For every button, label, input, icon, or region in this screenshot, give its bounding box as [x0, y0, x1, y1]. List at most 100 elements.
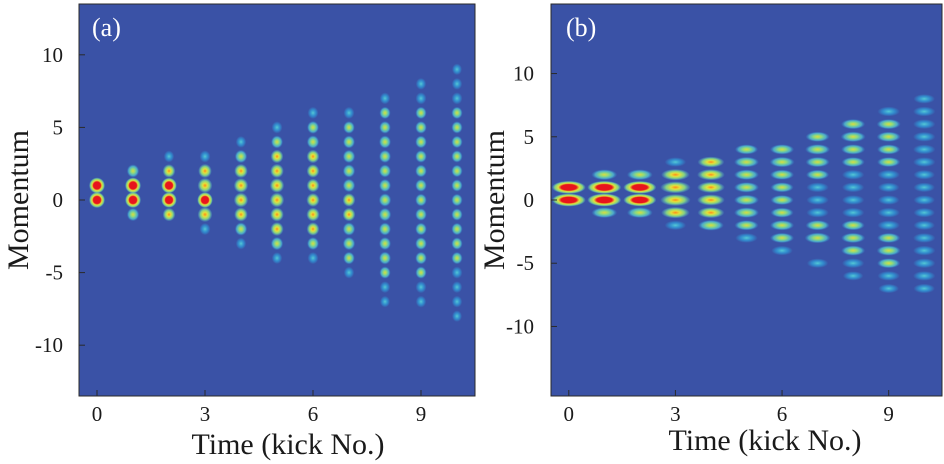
peak-a-t5-m0 — [269, 192, 285, 208]
peak-a-t4-m3 — [234, 149, 248, 164]
peak-a-t1-m-1 — [126, 207, 140, 222]
x-axis-a: 0 3 6 9 — [92, 390, 426, 426]
peak-a-t5-m5 — [271, 121, 283, 134]
peaks-a — [89, 63, 463, 322]
peak-a-t10-m-5 — [451, 266, 463, 279]
peak-b-t9-m7 — [877, 106, 900, 117]
peak-a-t8-m-1 — [378, 207, 392, 222]
peak-b-t6-m-2 — [769, 220, 795, 231]
peak-a-t8-m5 — [379, 121, 391, 134]
peak-a-t9-m4 — [415, 135, 427, 149]
peak-a-t8-m-6 — [379, 281, 391, 294]
peak-b-t6-m-1 — [770, 207, 794, 218]
y-tick-label-b--10: -10 — [506, 314, 534, 338]
peak-b-t10-m0 — [913, 195, 935, 205]
y-tick-label-a--10: -10 — [35, 333, 63, 357]
peak-a-t8-m2 — [379, 164, 391, 178]
peak-a-t9-m8 — [415, 77, 427, 90]
peak-b-t6-m4 — [769, 144, 795, 155]
peak-b-t5-m0 — [734, 194, 759, 206]
peak-a-t4-m4 — [235, 136, 247, 148]
peak-b-t7-m-1 — [806, 207, 829, 218]
peak-b-t8-m-5 — [841, 258, 865, 269]
peak-a-t7-m4 — [343, 135, 355, 149]
peak-b-t10-m-5 — [913, 258, 936, 269]
peak-b-t8-m6 — [841, 119, 866, 130]
peak-b-t4-m3 — [697, 156, 725, 168]
peak-a-t0-m0 — [89, 192, 105, 208]
peak-a-t4-m1 — [233, 178, 249, 193]
x-tick-label-a-0: 0 — [92, 402, 103, 426]
peak-b-t10-m-4 — [913, 245, 936, 256]
y-tick-label-a--5: -5 — [46, 261, 64, 285]
peak-a-t9-m-5 — [415, 266, 427, 279]
x-tick-label-a-6: 6 — [308, 402, 319, 426]
peak-a-t9-m-3 — [415, 237, 427, 250]
peak-a-t6-m-2 — [306, 222, 320, 236]
peak-a-t10-m5 — [451, 121, 463, 134]
peak-a-t8-m7 — [379, 92, 391, 105]
peak-b-t10-m-7 — [913, 283, 935, 294]
peak-b-t4-m-2 — [698, 219, 724, 231]
peak-a-t3-m1 — [197, 177, 213, 194]
peak-b-t7-m5 — [805, 131, 830, 142]
peak-a-t1-m1 — [125, 177, 141, 194]
x-axis-title-b: Time (kick No.) — [668, 424, 861, 457]
peak-a-t5-m-4 — [271, 252, 283, 264]
peak-b-t8-m-1 — [841, 207, 865, 218]
peak-a-t4-m0 — [233, 192, 249, 208]
peak-b-t9-m-7 — [878, 283, 899, 294]
peak-b-t6-m1 — [770, 182, 794, 193]
peak-a-t7-m5 — [343, 121, 355, 134]
y-axis-b: 10 5 0 -5 -10 — [506, 62, 557, 338]
peak-a-t9-m5 — [415, 121, 427, 134]
peak-a-t6-m-3 — [307, 237, 319, 251]
peak-a-t10-m-1 — [451, 208, 463, 221]
peak-a-t10-m-3 — [451, 237, 463, 250]
peak-a-t5-m-1 — [270, 207, 284, 222]
peak-b-t7-m3 — [805, 156, 830, 168]
peak-a-t8-m-3 — [379, 237, 391, 251]
peak-b-t10-m4 — [913, 144, 936, 155]
panel-label-b: (b) — [566, 13, 596, 42]
peak-a-t10-m-6 — [451, 281, 463, 294]
peak-a-t9-m6 — [415, 106, 427, 120]
peak-b-t7-m4 — [805, 144, 831, 155]
peak-a-t3-m-2 — [199, 222, 211, 236]
peak-a-t9-m1 — [415, 179, 427, 192]
x-tick-label-a-3: 3 — [200, 402, 211, 426]
peak-a-t8-m-5 — [379, 266, 391, 279]
peak-a-t6-m5 — [307, 120, 319, 134]
peak-a-t10-m0 — [451, 193, 463, 207]
peak-b-t8-m0 — [841, 195, 865, 205]
peak-b-t8-m-2 — [841, 220, 865, 231]
peak-b-t5-m1 — [734, 182, 759, 193]
peak-b-t8-m3 — [841, 157, 865, 168]
y-tick-label-b-5: 5 — [524, 125, 535, 149]
peak-b-t4-m0 — [697, 194, 725, 206]
y-tick-label-b--5: -5 — [517, 251, 535, 275]
peak-a-t10-m4 — [451, 135, 463, 149]
x-tick-label-b-9: 9 — [883, 402, 894, 426]
peak-a-t7-m3 — [342, 149, 356, 164]
peak-a-t10-m-8 — [452, 310, 462, 322]
peak-a-t3-m0 — [197, 192, 213, 208]
peak-b-t8-m2 — [841, 169, 865, 180]
peak-a-t6-m6 — [307, 106, 319, 119]
peak-a-t10-m1 — [451, 179, 463, 192]
peak-b-t9-m0 — [877, 195, 900, 205]
y-axis-title-a: Momentum — [2, 130, 35, 270]
peak-b-t10-m-2 — [913, 220, 935, 231]
peak-b-t9-m-1 — [877, 207, 900, 218]
peak-b-t1-m2 — [591, 169, 618, 181]
panel-b: (b) 10 5 0 -5 -10 0 3 6 9 Time (kick No.) Momen… — [478, 3, 943, 457]
peak-a-t10-m-4 — [451, 251, 463, 265]
peak-a-t6-m4 — [306, 135, 320, 149]
peak-a-t7-m6 — [343, 106, 355, 119]
peak-a-t1-m2 — [126, 164, 140, 178]
peak-b-t8-m4 — [841, 144, 866, 155]
peak-b-t6-m-4 — [771, 245, 793, 256]
peak-a-t7-m2 — [342, 164, 356, 178]
peak-a-t10-m6 — [451, 106, 463, 120]
peak-b-t10-m6 — [913, 119, 936, 130]
